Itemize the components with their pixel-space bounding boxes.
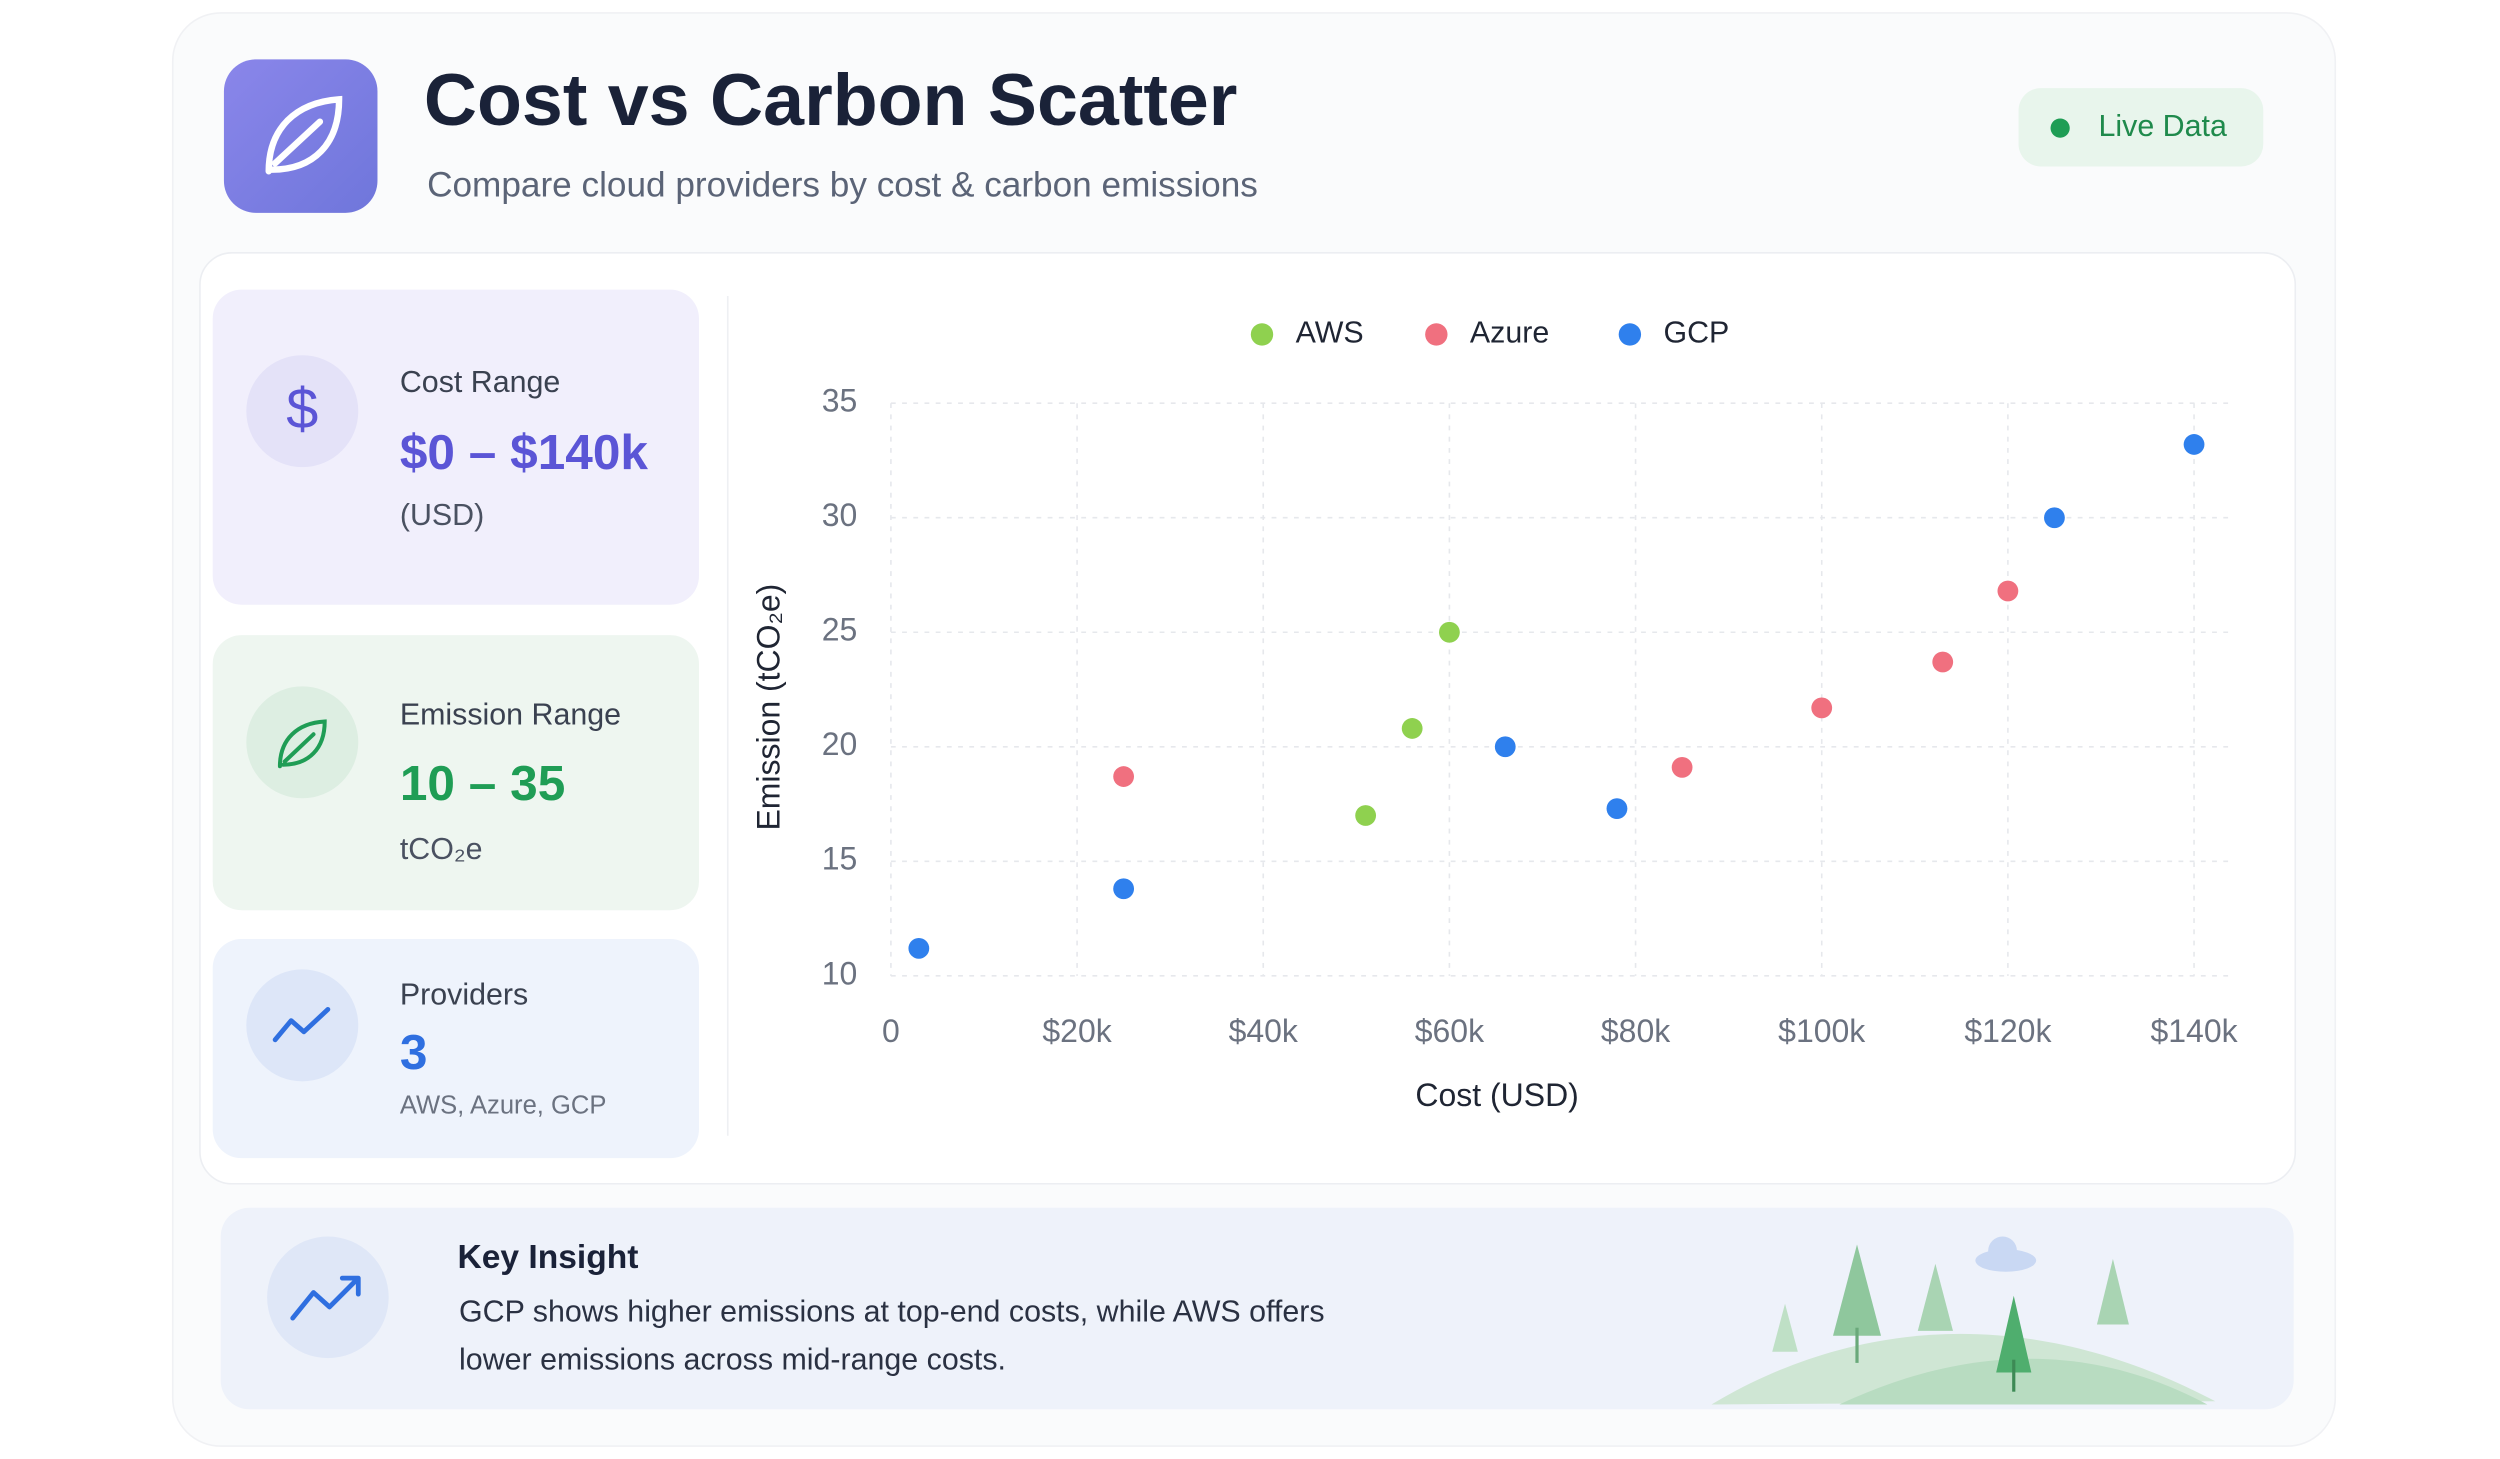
- trend-icon: [272, 1007, 331, 1043]
- legend-label: Azure: [1470, 315, 1549, 349]
- subtitle: Compare cloud providers by cost & carbon…: [427, 166, 1258, 205]
- y-tick-label: 35: [822, 383, 858, 419]
- stat-unit: AWS, Azure, GCP: [400, 1092, 607, 1120]
- status-pill: [2018, 88, 2264, 167]
- legend-marker: [1618, 323, 1642, 346]
- data-point: [1811, 697, 1833, 719]
- x-tick-label: $120k: [1964, 1013, 2052, 1049]
- x-tick-label: $140k: [2150, 1013, 2238, 1049]
- legend-label: GCP: [1663, 315, 1729, 349]
- data-point: [2183, 434, 2205, 455]
- trend-icon: [290, 1275, 361, 1321]
- stat-unit: (USD): [400, 498, 484, 532]
- insight-text: GCP shows higher emissions at top-end co…: [459, 1294, 1325, 1328]
- data-point: [1997, 580, 2019, 602]
- status-dot: [2050, 118, 2070, 138]
- data-point: [1401, 718, 1423, 739]
- data-point: [1355, 805, 1377, 826]
- data-point: [2044, 507, 2065, 529]
- x-tick-label: 0: [882, 1013, 900, 1049]
- status-text: Live Data: [2099, 109, 2227, 143]
- legend-marker: [1425, 323, 1448, 346]
- leaf-icon: [265, 95, 343, 175]
- stat-icon: [246, 969, 359, 1082]
- y-axis-label: Emission (tCO₂e): [750, 584, 786, 831]
- leaf-icon: [277, 719, 327, 769]
- stat-value: 10 – 35: [400, 755, 565, 811]
- insight-text: lower emissions across mid-range costs.: [459, 1342, 1006, 1376]
- dollar-icon: $: [286, 377, 318, 441]
- data-point: [1113, 878, 1135, 900]
- data-point: [1494, 736, 1516, 758]
- stat-value: $0 – $140k: [400, 424, 649, 480]
- x-tick-label: $40k: [1229, 1013, 1299, 1049]
- x-tick-label: $60k: [1415, 1013, 1485, 1049]
- stat-label: Emission Range: [400, 698, 621, 732]
- x-axis-label: Cost (USD): [1415, 1077, 1578, 1113]
- data-point: [1439, 621, 1460, 643]
- data-point: [1932, 651, 1954, 673]
- data-point: [1113, 766, 1135, 787]
- y-tick-label: 30: [822, 497, 858, 533]
- trees-illustration: [1711, 1236, 2216, 1405]
- data-point: [1606, 798, 1628, 820]
- y-tick-label: 10: [822, 955, 858, 991]
- stat-icon: [246, 355, 359, 468]
- title: Cost vs Carbon Scatter: [424, 58, 1238, 141]
- main-panel: [199, 252, 2297, 1185]
- stat-label: Providers: [400, 978, 528, 1012]
- legend-label: AWS: [1296, 315, 1364, 349]
- stat-value: 3: [400, 1024, 428, 1080]
- x-tick-label: $100k: [1778, 1013, 1866, 1049]
- x-tick-label: $20k: [1042, 1013, 1112, 1049]
- stat-label: Cost Range: [400, 365, 560, 399]
- y-tick-label: 15: [822, 841, 858, 877]
- insight-icon: [267, 1236, 389, 1359]
- insight-title: Key Insight: [457, 1239, 638, 1276]
- stat-unit: tCO₂e: [400, 832, 483, 866]
- legend-marker: [1250, 323, 1274, 346]
- y-tick-label: 20: [822, 726, 858, 762]
- insight-box: [220, 1207, 2294, 1410]
- y-tick-label: 25: [822, 612, 858, 648]
- data-point: [1671, 756, 1693, 778]
- data-point: [908, 937, 930, 959]
- x-tick-label: $80k: [1601, 1013, 1671, 1049]
